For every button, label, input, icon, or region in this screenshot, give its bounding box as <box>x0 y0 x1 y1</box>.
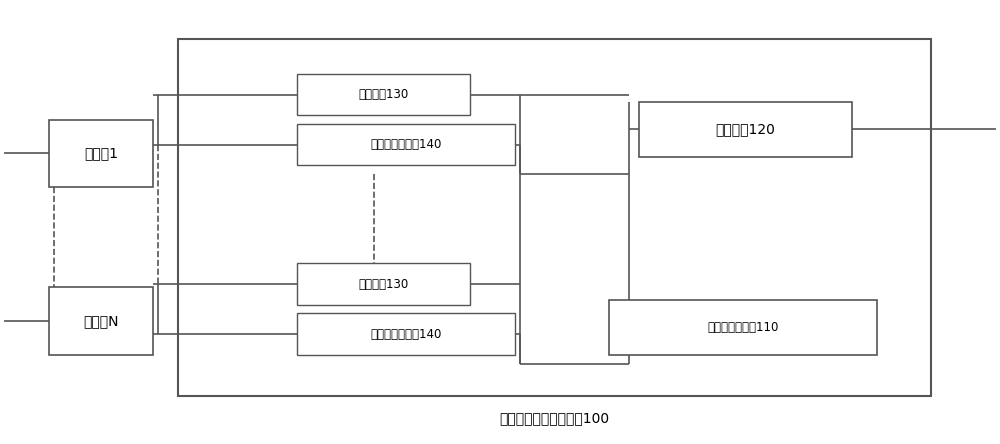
Text: 上电电路130: 上电电路130 <box>358 278 409 290</box>
Text: 电池包1: 电池包1 <box>84 147 118 160</box>
Bar <box>297 74 470 115</box>
Text: 电池包N: 电池包N <box>83 314 119 328</box>
Bar <box>639 102 852 157</box>
Text: 电池包控制开关140: 电池包控制开关140 <box>370 138 441 151</box>
Bar <box>49 119 153 187</box>
Bar <box>297 124 515 165</box>
Bar <box>297 313 515 355</box>
Text: 控制单元120: 控制单元120 <box>716 123 775 136</box>
Bar <box>178 39 931 396</box>
Text: 多包并联互充控制电路100: 多包并联互充控制电路100 <box>499 411 610 425</box>
Bar <box>609 301 877 355</box>
Bar <box>49 287 153 355</box>
Text: 上电电路130: 上电电路130 <box>358 88 409 101</box>
Text: 电池包控制开关140: 电池包控制开关140 <box>370 328 441 341</box>
Text: 电池包检测单元110: 电池包检测单元110 <box>707 321 779 334</box>
Bar <box>297 263 470 305</box>
